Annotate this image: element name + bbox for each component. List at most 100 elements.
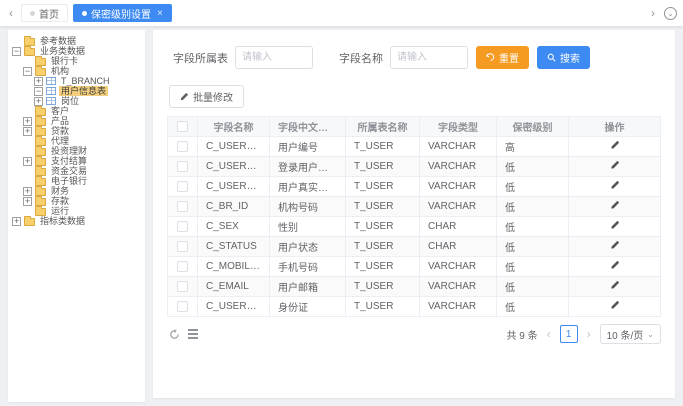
tab-secrecy-level-settings[interactable]: 保密级别设置 × [73, 4, 172, 22]
cell-field-name: C_EMAIL [197, 276, 270, 297]
cell-field-type: VARCHAR [419, 296, 497, 317]
tree-node[interactable]: − 业务类数据 [10, 45, 143, 56]
field-name-input[interactable] [390, 46, 468, 69]
column-settings-icon[interactable] [188, 329, 198, 339]
tree-node-label[interactable]: 指标类数据 [40, 216, 86, 226]
cell-field-type: VARCHAR [419, 196, 497, 217]
field-table-input[interactable] [235, 46, 313, 69]
tab-actions-icon[interactable]: ⌄ [664, 6, 677, 20]
edit-row-button[interactable] [610, 260, 620, 270]
tabs-scroll-left-icon[interactable]: ‹ [9, 6, 13, 20]
tree-node[interactable]: 银行卡 [10, 55, 143, 66]
tree-node[interactable]: 电子银行 [10, 175, 143, 186]
collapse-icon[interactable]: − [23, 65, 32, 76]
tree-node-label[interactable]: 产品 [51, 116, 70, 126]
table-icon [46, 77, 56, 85]
tree-node[interactable]: 代理 [10, 135, 143, 146]
prev-page-icon[interactable]: ‹ [546, 327, 551, 341]
tree-node-label[interactable]: 代理 [51, 136, 70, 146]
row-checkbox[interactable] [177, 180, 188, 192]
tree-node-label[interactable]: 资金交易 [51, 166, 88, 176]
table-header-row: 字段名称 字段中文名称 所属表名称 字段类型 保密级别 操作 [167, 116, 661, 137]
cell-field-cn-name: 用户真实姓名 [269, 176, 346, 197]
tree-node-label[interactable]: T_BRANCH [61, 76, 110, 86]
current-page-button[interactable]: 1 [559, 325, 578, 343]
row-checkbox[interactable] [177, 300, 188, 312]
tree-node[interactable]: 参考数据 [10, 35, 143, 46]
tree-node-label[interactable]: 贷款 [51, 126, 70, 136]
row-checkbox[interactable] [177, 260, 188, 272]
edit-row-button[interactable] [610, 160, 620, 170]
edit-row-button[interactable] [610, 240, 620, 250]
tree-node[interactable]: − 用户信息表 [10, 86, 143, 96]
select-all-checkbox[interactable] [177, 120, 188, 132]
tab-home[interactable]: 首页 [21, 4, 68, 22]
expand-icon[interactable]: + [23, 155, 32, 166]
expand-icon[interactable]: + [23, 185, 32, 196]
column-header: 操作 [568, 116, 661, 137]
expand-icon[interactable]: + [23, 115, 32, 126]
tree-node[interactable]: 运行 [10, 205, 143, 216]
row-checkbox[interactable] [177, 220, 188, 232]
tree-node-label[interactable]: 岗位 [61, 96, 80, 106]
edit-row-button[interactable] [610, 140, 620, 150]
tree-node[interactable]: + 产品 [10, 115, 143, 126]
expand-icon[interactable]: + [12, 215, 21, 226]
fields-table: 字段名称 字段中文名称 所属表名称 字段类型 保密级别 操作 C_USER_ID 用户编号 T… [167, 116, 661, 317]
search-icon [547, 53, 556, 62]
table-icon [46, 97, 56, 105]
tree-node[interactable]: + 存款 [10, 195, 143, 206]
reset-button[interactable]: 重置 [476, 46, 529, 69]
tree-node-label[interactable]: 用户信息表 [59, 86, 109, 96]
tree-node-label[interactable]: 存款 [51, 196, 70, 206]
row-checkbox[interactable] [177, 140, 188, 152]
edit-row-button[interactable] [610, 180, 620, 190]
cell-secrecy-level: 低 [496, 156, 569, 177]
tree-node[interactable]: + 指标类数据 [10, 215, 143, 226]
search-button[interactable]: 搜索 [537, 46, 590, 69]
tree-node[interactable]: 投资理财 [10, 145, 143, 156]
row-checkbox[interactable] [177, 200, 188, 212]
expand-icon[interactable]: + [34, 95, 43, 106]
row-checkbox[interactable] [177, 280, 188, 292]
tree-node-label[interactable]: 银行卡 [51, 56, 79, 66]
tree-node[interactable]: + 岗位 [10, 96, 143, 106]
tree-node-label[interactable]: 支付结算 [51, 156, 88, 166]
page-size-select[interactable]: 10 条/页 ⌄ [599, 324, 661, 344]
tree-node-label[interactable]: 机构 [51, 66, 70, 76]
tree-node-label[interactable]: 参考数据 [40, 36, 77, 46]
tabs-scroll-right-icon[interactable]: › [651, 6, 655, 20]
collapse-icon[interactable]: − [34, 85, 43, 96]
batch-edit-button[interactable]: 批量修改 [169, 85, 244, 108]
tree-node-label[interactable]: 业务类数据 [40, 46, 86, 56]
tree-node[interactable]: + 支付结算 [10, 155, 143, 166]
tree-node[interactable]: + T_BRANCH [10, 76, 143, 86]
expand-icon[interactable]: + [23, 125, 32, 136]
row-checkbox[interactable] [177, 160, 188, 172]
tree-node-label[interactable]: 运行 [51, 206, 70, 216]
tree-node[interactable]: + 财务 [10, 185, 143, 196]
tree-node[interactable]: 客户 [10, 105, 143, 116]
expand-icon[interactable]: + [34, 75, 43, 86]
total-count: 共 9 条 [506, 330, 538, 342]
row-checkbox[interactable] [177, 240, 188, 252]
edit-row-button[interactable] [610, 280, 620, 290]
tree-node-label[interactable]: 财务 [51, 186, 70, 196]
tree-node-label[interactable]: 电子银行 [51, 176, 88, 186]
tree-node[interactable]: + 贷款 [10, 125, 143, 136]
tree-node-label[interactable]: 投资理财 [51, 146, 88, 156]
expand-icon[interactable]: + [23, 195, 32, 206]
collapse-icon[interactable]: − [12, 45, 21, 56]
tree-node-label[interactable]: 客户 [51, 106, 70, 116]
tree-node[interactable]: − 机构 [10, 65, 143, 76]
edit-row-button[interactable] [610, 220, 620, 230]
tree-node[interactable]: 资金交易 [10, 165, 143, 176]
edit-row-button[interactable] [610, 300, 620, 310]
edit-row-button[interactable] [610, 200, 620, 210]
tab-close-icon[interactable]: × [157, 7, 163, 19]
column-header: 字段名称 [197, 116, 270, 137]
refresh-icon[interactable] [169, 328, 180, 340]
pagination: 共 9 条 ‹ 1 › 10 条/页 ⌄ [506, 324, 661, 344]
next-page-icon[interactable]: › [586, 327, 591, 341]
